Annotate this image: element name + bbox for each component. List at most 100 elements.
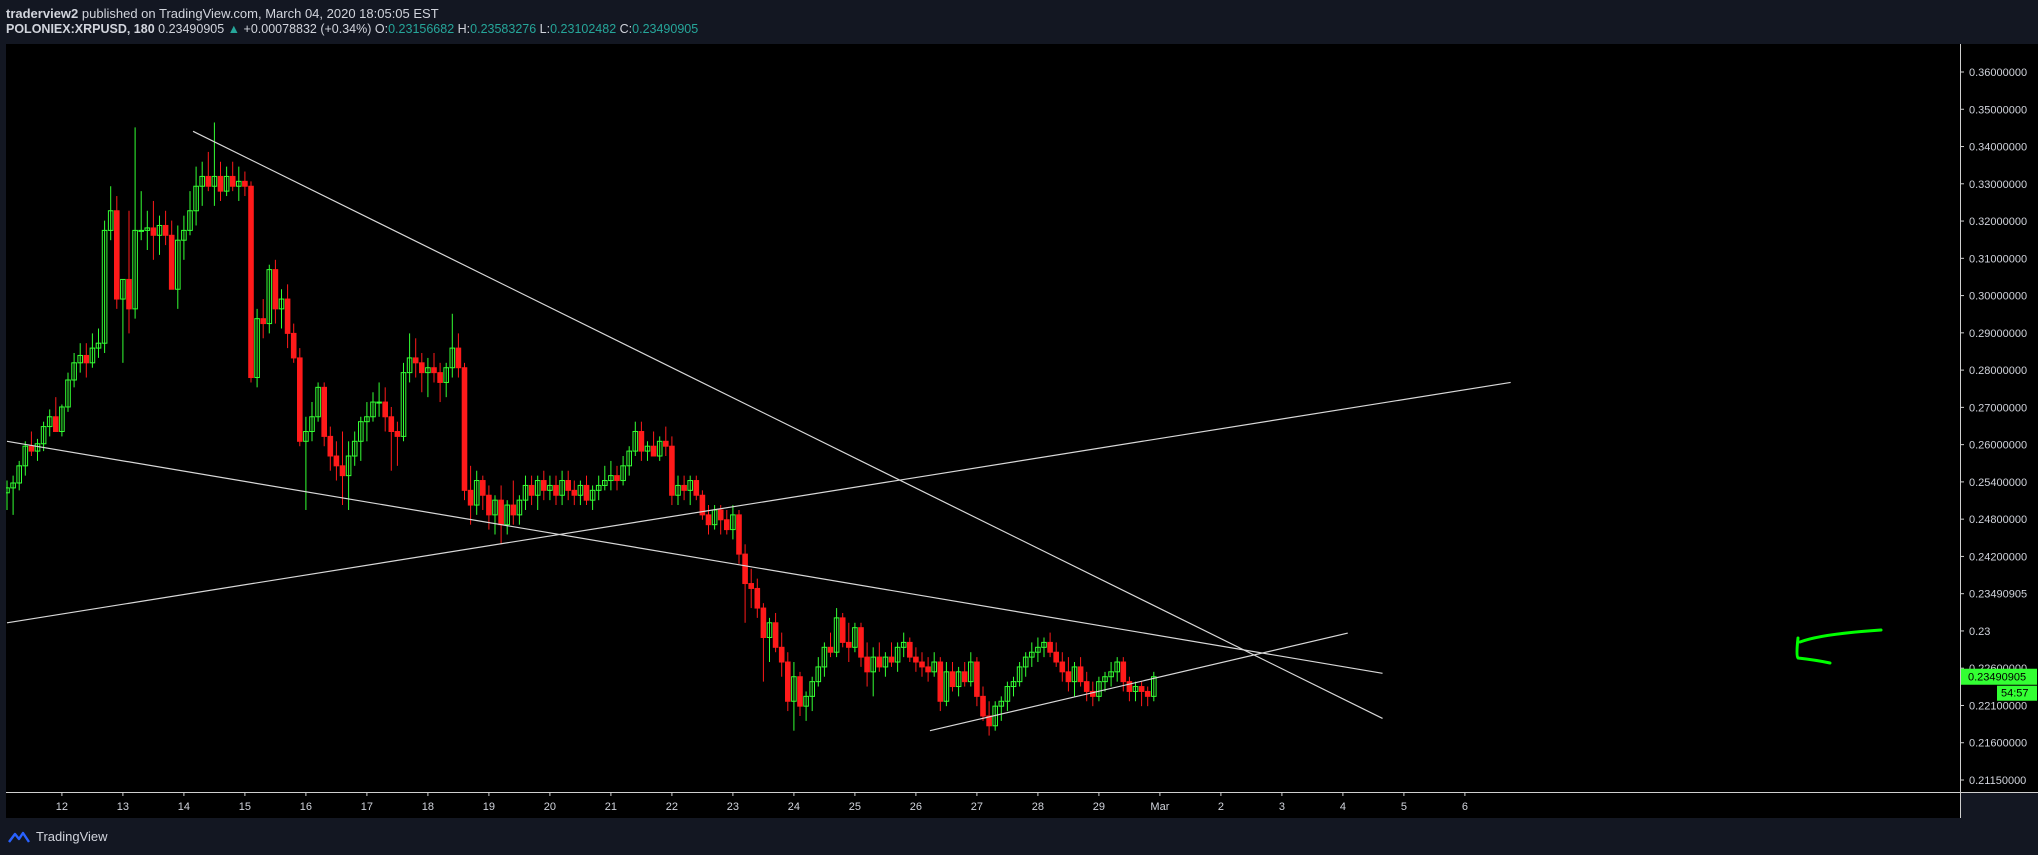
- candle-body: [644, 445, 651, 452]
- candle-body: [437, 372, 443, 383]
- candle-body: [101, 229, 108, 344]
- price-tick-label: 0.25400000: [1969, 477, 2027, 489]
- candle-body: [333, 455, 340, 467]
- trendline: [929, 632, 1348, 732]
- candle-body: [290, 332, 297, 359]
- time-tick-label: 23: [727, 801, 739, 813]
- candle-body: [748, 583, 755, 589]
- candle-body: [1144, 690, 1151, 697]
- candle-body: [126, 278, 132, 310]
- candle-body: [638, 430, 645, 452]
- candle-body: [138, 229, 144, 232]
- price-tick-label: 0.31000000: [1969, 253, 2027, 265]
- candle-body: [455, 347, 462, 369]
- candle-body: [614, 475, 620, 482]
- price-tick-label: 0.22100000: [1969, 700, 2027, 712]
- last-price: 0.23490905: [158, 22, 225, 36]
- candle-body: [162, 224, 169, 236]
- candle-body: [852, 627, 858, 648]
- tradingview-logo[interactable]: TradingView: [8, 829, 108, 844]
- candle-body: [797, 676, 803, 707]
- candle-body: [1053, 651, 1060, 663]
- candle-body: [528, 484, 535, 496]
- time-tick-label: 16: [300, 801, 312, 813]
- time-tick-label: 18: [422, 801, 434, 813]
- candle-body: [565, 480, 572, 491]
- candle-body: [821, 646, 828, 668]
- publish-info: traderview2 published on TradingView.com…: [6, 6, 439, 21]
- candle-body: [400, 372, 407, 437]
- candle-body: [10, 482, 16, 489]
- symbol-label[interactable]: POLONIEX:XRPUSD, 180: [6, 22, 155, 36]
- time-tick-label: 22: [666, 801, 678, 813]
- candle-body: [998, 700, 1005, 707]
- time-tick-label: 28: [1032, 801, 1044, 813]
- candle-body: [388, 416, 395, 432]
- candle-body: [766, 622, 773, 638]
- time-axis-background: [6, 792, 1960, 818]
- candle-body: [913, 656, 919, 663]
- candle-body: [510, 504, 517, 516]
- candle-body: [663, 440, 669, 447]
- chart-area[interactable]: 0.36000000 0.35000000 0.34000000 0.33000000…: [6, 44, 2038, 818]
- candle-body: [1047, 641, 1053, 653]
- time-tick-label: 17: [361, 801, 373, 813]
- candle-body: [785, 661, 791, 702]
- candle-body: [522, 484, 529, 501]
- price-tick-label: 0.23: [1969, 626, 1990, 638]
- candle-body: [1083, 681, 1090, 692]
- candle-body: [699, 494, 706, 516]
- time-tick-label: Mar: [1150, 801, 1169, 813]
- time-tick-label: 29: [1093, 801, 1105, 813]
- candle-body: [229, 175, 236, 187]
- plot-background: [6, 44, 1960, 792]
- publish-text: published on TradingView.com, March 04, …: [81, 6, 439, 21]
- candle-body: [900, 641, 907, 648]
- candle-body: [339, 465, 346, 477]
- candle-body: [114, 210, 120, 300]
- candle-body: [589, 489, 596, 501]
- last-price-tag: [1961, 668, 2037, 685]
- candle-body: [736, 514, 742, 555]
- last-price-tag-label: 0.23490905: [1968, 672, 2026, 684]
- candle-body: [937, 661, 944, 702]
- candle-body: [961, 671, 968, 683]
- candle-body: [516, 499, 523, 516]
- candle-body: [40, 426, 47, 445]
- candle-body: [571, 489, 578, 496]
- candle-body: [1004, 686, 1011, 702]
- candlestick-chart[interactable]: 0.36000000 0.35000000 0.34000000 0.33000000…: [6, 44, 2038, 818]
- candle-body: [943, 671, 950, 702]
- time-tick-label: 15: [239, 801, 251, 813]
- price-tick-label: 0.33000000: [1969, 179, 2027, 191]
- candle-body: [1126, 681, 1133, 692]
- candle-body: [705, 514, 712, 526]
- candle-body: [1041, 641, 1047, 648]
- candle-body: [467, 489, 474, 506]
- price-tick-label: 0.24200000: [1969, 551, 2027, 563]
- candle-body: [791, 676, 797, 702]
- countdown-label: 54:57: [2001, 688, 2029, 700]
- candle-body: [370, 401, 376, 418]
- price-tick-label: 0.35000000: [1969, 104, 2027, 116]
- candle-body: [583, 484, 590, 501]
- publisher-name[interactable]: traderview2: [6, 6, 79, 21]
- candle-body: [132, 229, 138, 310]
- open-value: 0.23156682: [388, 22, 455, 36]
- trendline: [6, 440, 1383, 674]
- candle-body: [986, 715, 992, 727]
- candle-body: [602, 480, 608, 486]
- candle-body: [547, 484, 553, 491]
- candle-body: [199, 175, 205, 187]
- candle-body: [681, 484, 687, 491]
- candle-body: [1029, 651, 1035, 658]
- open-label: O:: [374, 22, 389, 36]
- candle-body: [358, 421, 364, 442]
- candle-body: [1114, 661, 1121, 673]
- candle-body: [175, 239, 181, 290]
- candle-body: [760, 607, 767, 638]
- candle-body: [669, 445, 675, 496]
- candle-body: [1120, 661, 1127, 683]
- candle-body: [303, 430, 309, 442]
- candle-body: [168, 234, 175, 290]
